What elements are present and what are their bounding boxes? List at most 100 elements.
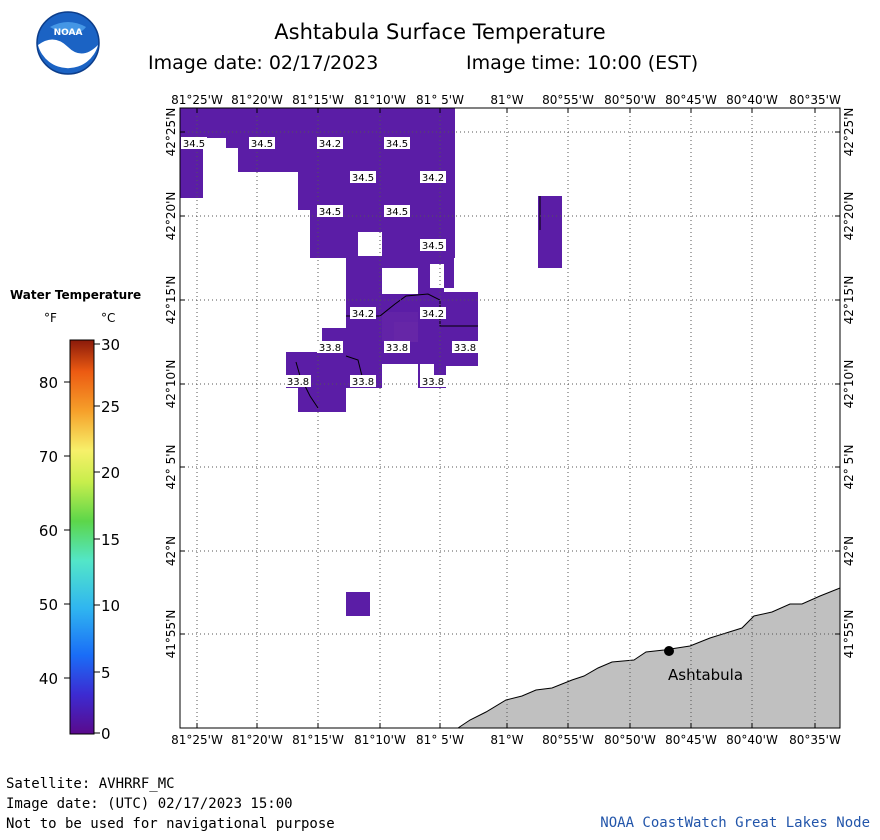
city-marker	[664, 646, 674, 656]
contour-line	[346, 293, 478, 327]
lat-label-right: 42°10'N	[842, 360, 856, 409]
lon-label-top: 81°15'W	[292, 93, 344, 107]
legend-unit-c: °C	[101, 311, 116, 325]
legend-c-tick: 10	[101, 597, 120, 615]
temp-label-bg	[350, 375, 376, 387]
credit-text: NOAA CoastWatch Great Lakes Node	[600, 815, 870, 831]
no-data-cell	[358, 232, 382, 256]
temp-label: 34.2	[422, 173, 444, 184]
image-date: Image date: 02/17/2023	[148, 52, 379, 74]
legend-c-tick: 25	[101, 398, 120, 416]
lat-label-left: 41°55'N	[164, 610, 178, 659]
lon-label-bottom: 81°10'W	[354, 733, 406, 747]
legend-f-tick: 80	[39, 374, 58, 392]
lat-label-right: 42°N	[842, 536, 856, 566]
lat-label-right: 42°20'N	[842, 192, 856, 241]
navigation-warning: Not to be used for navigational purpose	[6, 816, 335, 832]
image-time: Image time: 10:00 (EST)	[466, 52, 699, 74]
no-data-cell	[420, 364, 434, 376]
temp-label: 34.2	[422, 309, 444, 320]
lon-label-bottom: 80°45'W	[665, 733, 717, 747]
temp-label-bg	[420, 307, 446, 319]
temp-label: 34.2	[319, 139, 341, 150]
temperature-map: Ashtabula 34.5 34.5 34.2 34.5 34.5 34.2 34.5 34…	[164, 93, 856, 747]
temp-label: 34.5	[183, 139, 205, 150]
lon-label-top: 80°35'W	[789, 93, 841, 107]
temp-label: 34.5	[352, 173, 374, 184]
no-data-cell	[203, 138, 226, 150]
lon-label-top: 80°40'W	[726, 93, 778, 107]
legend-c-tick: 5	[101, 664, 111, 682]
lon-label-bottom: 81°20'W	[231, 733, 283, 747]
temp-label-bg	[317, 341, 343, 353]
water-cell	[418, 138, 454, 288]
temp-label: 33.8	[352, 377, 374, 388]
legend-title: Water Temperature	[10, 288, 142, 302]
noaa-logo: NOAA	[36, 11, 100, 75]
contour-line	[345, 355, 363, 377]
temp-label-bg	[181, 137, 207, 149]
no-data-cell	[382, 268, 418, 294]
water-cell	[538, 196, 562, 268]
city-label: Ashtabula	[668, 666, 743, 684]
temp-label: 33.8	[422, 377, 444, 388]
temp-label: 34.5	[422, 241, 444, 252]
lon-label-top: 80°50'W	[604, 93, 656, 107]
noaa-logo-text: NOAA	[54, 28, 83, 38]
map-frame	[179, 107, 841, 729]
lon-label-top: 81°W	[490, 93, 523, 107]
lon-label-bottom: 81° 5'W	[416, 733, 464, 747]
lon-label-top: 81°20'W	[231, 93, 283, 107]
legend-f-tick: 50	[39, 596, 58, 614]
lon-label-top: 81°10'W	[354, 93, 406, 107]
temp-label-bg	[285, 375, 311, 387]
land-area	[456, 587, 841, 729]
temp-label-bg	[384, 137, 410, 149]
lat-label-right: 42°25'N	[842, 108, 856, 157]
lon-label-bottom: 81°15'W	[292, 733, 344, 747]
lon-label-bottom: 80°40'W	[726, 733, 778, 747]
temp-label: 33.8	[454, 343, 476, 354]
temp-label: 33.8	[319, 343, 341, 354]
temp-label-bg	[384, 205, 410, 217]
legend-c-tick: 0	[101, 725, 111, 743]
temp-label: 34.2	[352, 309, 374, 320]
temp-label: 34.5	[386, 207, 408, 218]
no-data-cell	[430, 264, 444, 288]
page-title: Ashtabula Surface Temperature	[274, 20, 606, 44]
color-bar	[69, 339, 95, 735]
temp-label-bg	[420, 375, 446, 387]
lon-label-top: 81° 5'W	[416, 93, 464, 107]
lat-label-right: 42°15'N	[842, 276, 856, 325]
legend-c-tick: 15	[101, 531, 120, 549]
temp-label-bg	[317, 137, 343, 149]
lon-label-bottom: 80°50'W	[604, 733, 656, 747]
temp-label-bg	[420, 239, 446, 251]
temp-label-bg	[350, 171, 376, 183]
temp-label-bg	[384, 341, 410, 353]
legend-f-tick: 40	[39, 670, 58, 688]
temp-label-bg	[420, 171, 446, 183]
lon-label-bottom: 80°55'W	[542, 733, 594, 747]
lat-label-left: 42°15'N	[164, 276, 178, 325]
legend-c-tick: 30	[101, 336, 120, 354]
temp-label-bg	[317, 205, 343, 217]
lat-label-left: 42°10'N	[164, 360, 178, 409]
lon-label-top: 80°45'W	[665, 93, 717, 107]
lon-label-top: 81°25'W	[171, 93, 223, 107]
lat-label-left: 42° 5'N	[164, 445, 178, 490]
lon-label-bottom: 81°W	[490, 733, 523, 747]
lat-label-left: 42°N	[164, 536, 178, 566]
temp-label: 33.8	[287, 377, 309, 388]
temp-label-bg	[249, 137, 275, 149]
lon-label-bottom: 80°35'W	[789, 733, 841, 747]
temp-label-bg	[350, 307, 376, 319]
lon-label-top: 80°55'W	[542, 93, 594, 107]
temp-label-bg	[452, 341, 478, 353]
temp-label: 33.8	[386, 343, 408, 354]
temp-label: 34.5	[386, 139, 408, 150]
temp-label: 34.5	[319, 207, 341, 218]
temp-label: 34.5	[251, 139, 273, 150]
satellite-info: Satellite: AVHRRF_MC	[6, 776, 175, 792]
